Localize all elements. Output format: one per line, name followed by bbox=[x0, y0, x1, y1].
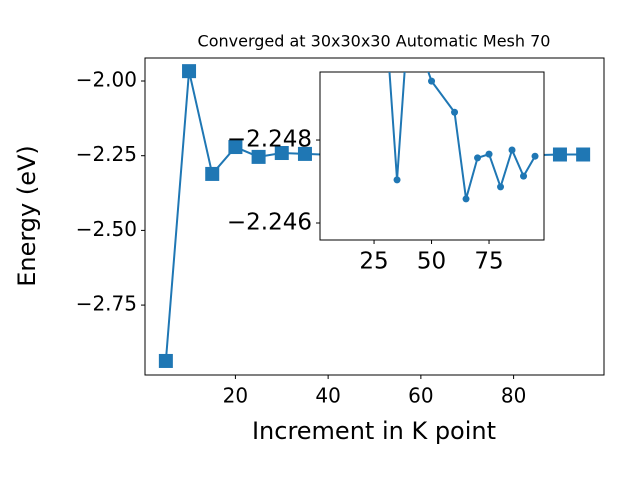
marker bbox=[576, 147, 591, 162]
x-tick-label: 60 bbox=[408, 384, 433, 408]
x-tick-label: 50 bbox=[417, 249, 446, 275]
marker bbox=[451, 108, 459, 116]
y-tick-label: −2.246 bbox=[227, 209, 312, 235]
marker bbox=[382, 12, 389, 19]
y-tick-label: −2.25 bbox=[76, 142, 137, 166]
plot-area bbox=[382, 12, 539, 203]
marker bbox=[497, 183, 505, 191]
marker bbox=[462, 195, 470, 203]
axes-frame bbox=[144, 57, 605, 376]
x-tick-label: 20 bbox=[223, 384, 248, 408]
marker bbox=[520, 172, 528, 180]
marker bbox=[158, 353, 173, 368]
y-axis-label: Energy (eV) bbox=[13, 145, 41, 287]
marker bbox=[205, 166, 220, 181]
marker bbox=[485, 150, 493, 158]
x-tick-label: 40 bbox=[315, 384, 340, 408]
marker bbox=[182, 64, 197, 79]
x-tick-label: 25 bbox=[359, 249, 388, 275]
inset-background bbox=[320, 72, 544, 240]
marker bbox=[405, 12, 412, 19]
marker bbox=[393, 176, 401, 184]
y-tick-label: −2.248 bbox=[227, 127, 312, 153]
x-axis-label: Increment in K point bbox=[252, 417, 496, 445]
chart-title: Converged at 30x30x30 Automatic Mesh 70 bbox=[198, 32, 551, 51]
y-tick-label: −2.00 bbox=[76, 68, 137, 92]
y-tick-label: −2.75 bbox=[76, 292, 137, 316]
marker bbox=[531, 152, 539, 160]
y-tick-label: −2.50 bbox=[76, 217, 137, 241]
marker bbox=[552, 147, 567, 162]
x-tick-label: 80 bbox=[501, 384, 526, 408]
marker bbox=[508, 146, 516, 154]
marker bbox=[428, 77, 436, 85]
marker bbox=[251, 149, 266, 164]
marker bbox=[474, 154, 482, 162]
marker bbox=[274, 146, 289, 161]
x-tick-label: 75 bbox=[474, 249, 503, 275]
marker bbox=[297, 146, 312, 161]
series-line bbox=[388, 72, 536, 200]
marker bbox=[228, 140, 243, 155]
